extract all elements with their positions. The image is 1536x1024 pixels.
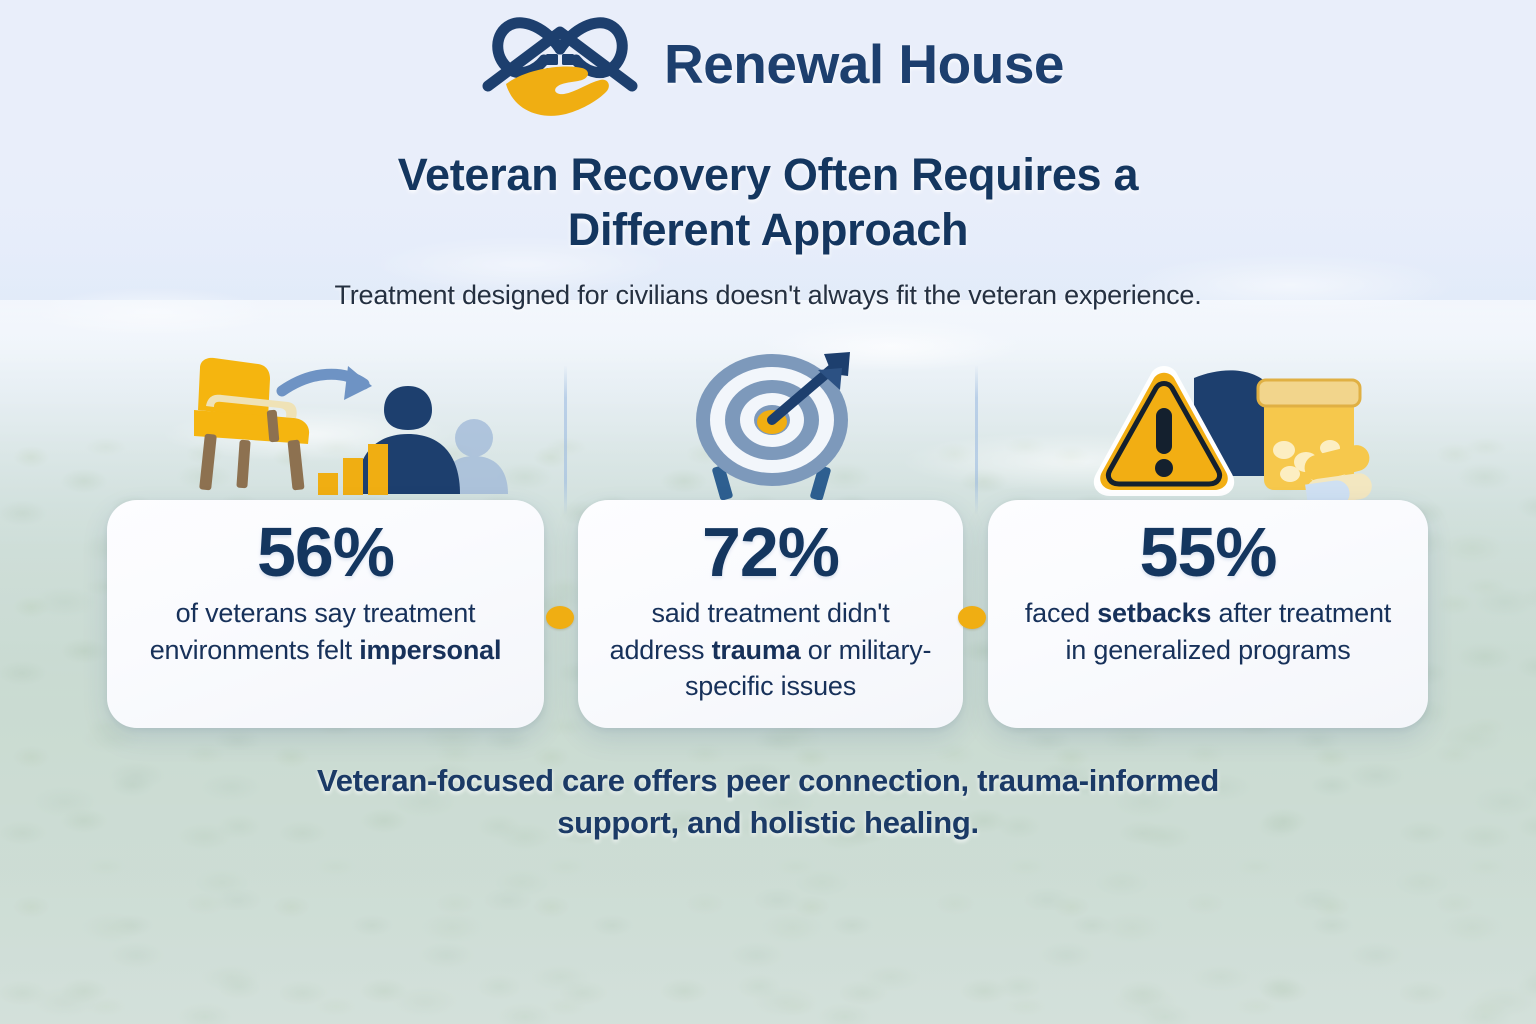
stat-desc-part1: of veterans say treatment environments f…	[149, 598, 476, 665]
headline-line-2: Different Approach	[567, 203, 969, 255]
warning-pill-bottle-icon	[1093, 366, 1372, 508]
stat-desc-part2: or military-specific issues	[684, 634, 932, 702]
house-heart-hand-logo-icon	[482, 17, 638, 116]
stat-desc-part2: after treatment in generalized programs	[1065, 598, 1392, 665]
stat-description: said treatment didn't address trauma or …	[604, 595, 937, 705]
stat-value: 72%	[701, 513, 840, 591]
stat-desc-highlight: setbacks	[1097, 598, 1212, 628]
footer-line-1: Veteran-focused care offers peer connect…	[317, 763, 1219, 798]
brand-lockup: Renewal House	[0, 0, 1536, 116]
armchair-icon	[194, 357, 310, 491]
target-arrow-icon	[696, 352, 850, 501]
poster-header: Renewal House Veteran Recovery Often Req…	[0, 0, 1536, 311]
stat-value: 56%	[256, 513, 395, 591]
arrow-icon	[767, 352, 850, 425]
connector-dot-right	[958, 606, 986, 629]
subtitle: Treatment designed for civilians doesn't…	[334, 279, 1202, 310]
background-top-fade	[0, 0, 1536, 360]
page-title: Veteran Recovery Often Requires a Differ…	[318, 148, 1218, 258]
stat-description: of veterans say treatment environments f…	[133, 595, 518, 668]
stat-desc-highlight: impersonal	[359, 634, 502, 665]
curved-arrow-icon	[276, 366, 372, 400]
section-divider-right	[975, 365, 978, 515]
armchair-arrow-people-icon	[194, 357, 508, 495]
stat-cards-row: 56% of veterans say treatment environmen…	[0, 500, 1536, 732]
headline-line-1: Veteran Recovery Often Requires a	[397, 149, 1139, 200]
stat-card-trauma[interactable]: 72% said treatment didn't address trauma…	[578, 500, 963, 728]
stat-card-impersonal[interactable]: 56% of veterans say treatment environmen…	[107, 500, 544, 728]
stat-description: faced setbacks after treatment in genera…	[1014, 595, 1402, 668]
stat-desc-part1: said treatment didn't address	[609, 598, 890, 665]
warning-triangle-icon	[1093, 366, 1235, 496]
stat-card-setbacks[interactable]: 55% faced setbacks after treatment in ge…	[988, 500, 1428, 728]
bar-chart-icon	[318, 444, 388, 495]
stat-value: 55%	[1139, 513, 1277, 591]
footer-line-2: support, and holistic healing.	[557, 804, 979, 840]
brand-name: Renewal House	[663, 32, 1065, 95]
target-stand	[712, 465, 831, 501]
footer-message: Veteran-focused care offers peer connect…	[0, 760, 1536, 844]
stat-desc-highlight: trauma	[711, 634, 801, 665]
section-divider-left	[564, 365, 567, 515]
illustration-row	[0, 348, 1536, 523]
connector-dot-left	[546, 606, 574, 629]
stat-desc-part1: faced	[1024, 598, 1098, 628]
capsule-icons	[1304, 445, 1372, 508]
